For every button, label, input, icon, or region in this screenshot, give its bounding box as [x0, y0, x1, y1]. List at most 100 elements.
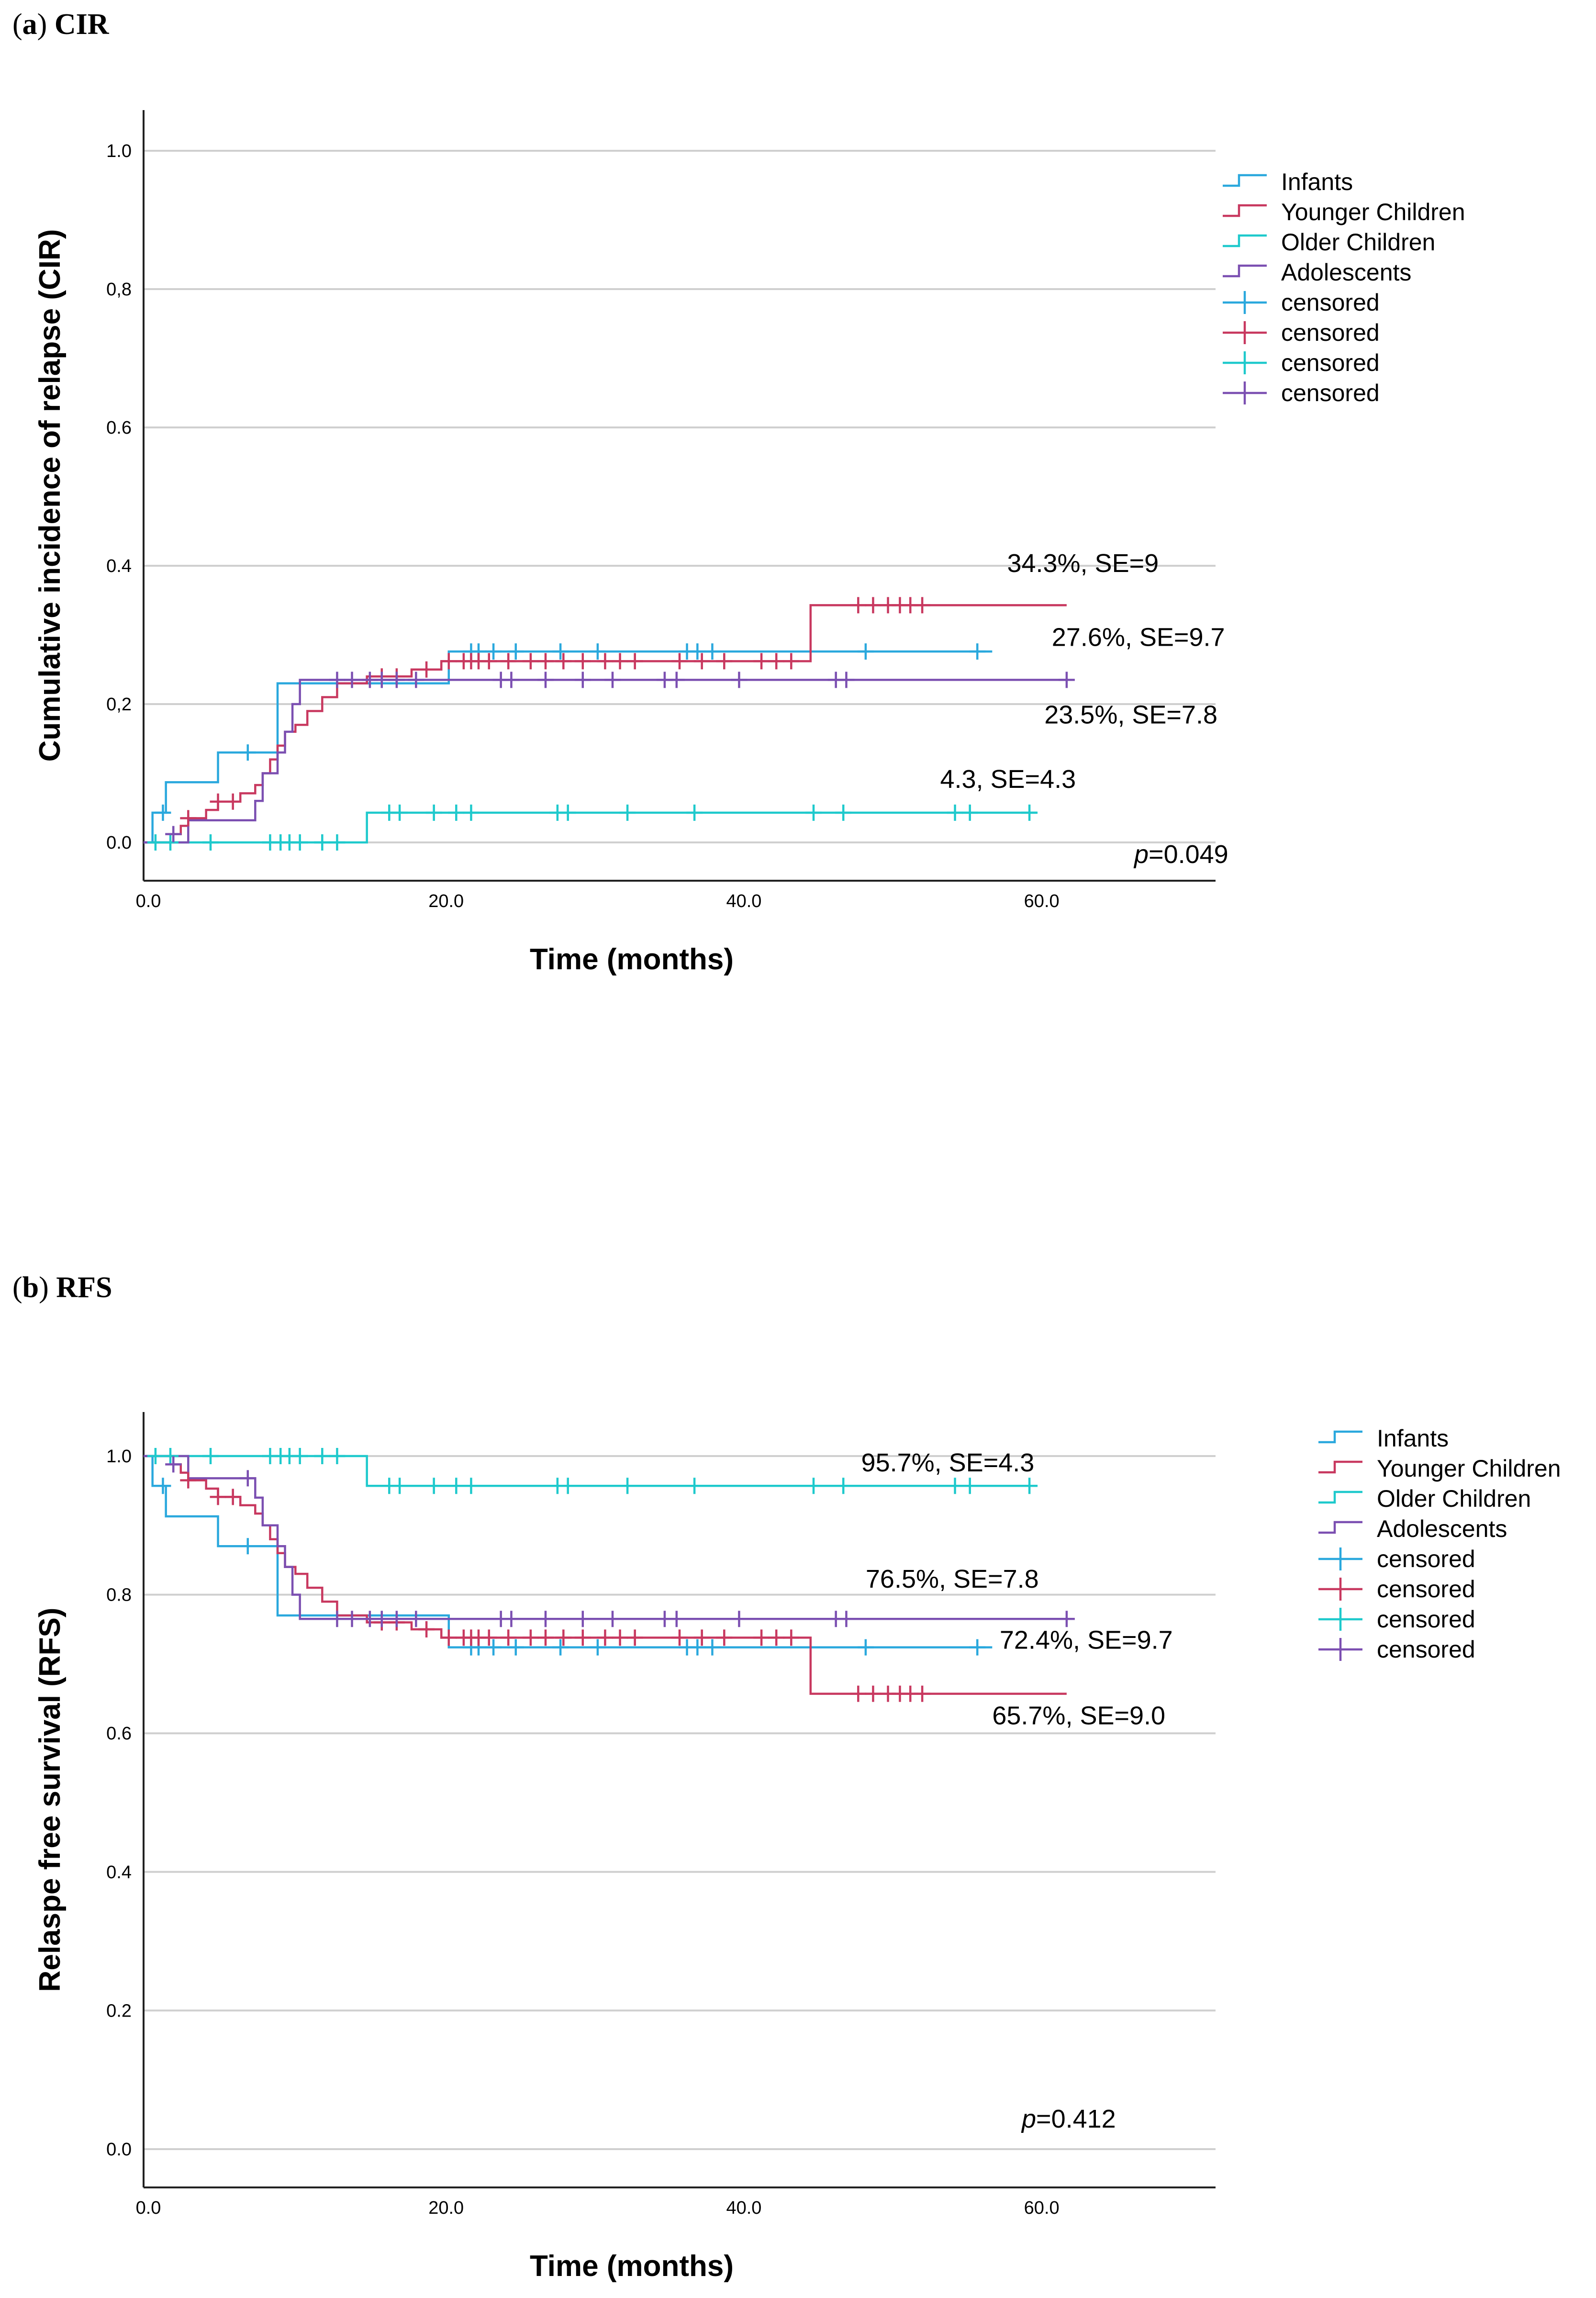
censored-marker-adolescents: [838, 1611, 855, 1627]
censored-marker-younger-children: [626, 653, 643, 670]
censored-marker-younger-children: [440, 653, 457, 670]
censored-marker-younger-children: [914, 597, 931, 614]
legend-swatch-censored: [1223, 321, 1267, 344]
censored-marker-older-children: [448, 804, 465, 821]
censored-marker-older-children: [686, 804, 703, 821]
cir-chart: 0.0 0,2 0.4 0.6 0,8 1.0 0.0 20.0 40.0 60.0 Time (m…: [33, 110, 1465, 976]
censored-marker-infants: [507, 643, 524, 660]
legend-label: censored: [1377, 1636, 1475, 1663]
censored-marker-younger-children: [500, 1629, 517, 1646]
censored-marker-younger-children: [555, 1629, 572, 1646]
censored-marker-younger-children: [671, 653, 688, 670]
censored-marker-younger-children: [753, 1629, 770, 1646]
censored-marker-younger-children: [914, 1685, 931, 1702]
censored-marker-older-children: [391, 1478, 408, 1494]
censored-marker-infants: [239, 744, 256, 761]
legend-label: censored: [1281, 319, 1380, 346]
censored-marker-adolescents: [731, 672, 748, 688]
legend-label: Infants: [1377, 1425, 1449, 1452]
legend-swatch-adolescents: [1318, 1521, 1362, 1534]
annotation-label: 95.7%, SE=4.3: [861, 1448, 1035, 1477]
x-axis-title: Time (months): [530, 2250, 734, 2283]
series-line-adolescents: [144, 679, 1067, 844]
censored-marker-older-children: [314, 834, 331, 851]
censored-marker-adolescents: [239, 1470, 256, 1487]
censored-marker-adolescents: [373, 1611, 390, 1627]
x-axis-title: Time (months): [530, 943, 734, 976]
y-tick-label: 1.0: [106, 1446, 132, 1467]
series-line-older-children: [144, 811, 1037, 844]
legend-swatch-younger-children: [1223, 204, 1267, 217]
series-line-infants: [144, 650, 993, 844]
p-value: p=0.049: [1133, 840, 1228, 869]
censored-marker-younger-children: [574, 1629, 591, 1646]
y-tick-label: 0.0: [106, 2140, 132, 2160]
censored-marker-younger-children: [210, 1489, 226, 1505]
censored-marker-older-children: [947, 804, 963, 821]
legend-label: censored: [1281, 380, 1380, 406]
censored-marker-infants: [857, 1639, 874, 1656]
censored-marker-infants: [155, 1478, 171, 1494]
censored-marker-older-children: [448, 1478, 465, 1494]
legend-swatch-censored: [1223, 381, 1267, 404]
y-tick-label: 1.0: [106, 141, 132, 161]
series-line-infants: [144, 1455, 993, 1648]
censored-marker-adolescents: [165, 826, 182, 842]
censored-marker-adolescents: [329, 1611, 346, 1627]
legend-swatch-censored: [1223, 351, 1267, 374]
censored-marker-older-children: [202, 1448, 219, 1464]
censored-marker-adolescents: [668, 672, 685, 688]
legend-label: censored: [1377, 1576, 1475, 1603]
censored-marker-younger-children: [537, 653, 554, 670]
censored-marker-older-children: [147, 834, 164, 851]
y-tick-label: 0.6: [106, 418, 132, 438]
y-tick-label: 0.2: [106, 2001, 132, 2021]
y-tick-label: 0.4: [106, 556, 132, 576]
annotation-label: 34.3%, SE=9: [1007, 549, 1159, 578]
censored-marker-adolescents: [574, 672, 591, 688]
censored-marker-older-children: [805, 1478, 822, 1494]
censored-marker-older-children: [559, 804, 576, 821]
censored-marker-older-children: [961, 804, 978, 821]
annotation-label: 23.5%, SE=7.8: [1044, 700, 1217, 729]
x-tick-label: 40.0: [726, 891, 761, 911]
censored-marker-younger-children: [716, 653, 733, 670]
censored-marker-adolescents: [604, 672, 621, 688]
censored-marker-older-children: [961, 1478, 978, 1494]
annotation-label: 65.7%, SE=9.0: [992, 1701, 1165, 1730]
censored-marker-older-children: [463, 804, 480, 821]
y-tick-label: 0.6: [106, 1724, 132, 1744]
p-value-number: =0.412: [1036, 2105, 1116, 2133]
censored-marker-older-children: [425, 1478, 442, 1494]
legend-label: Older Children: [1377, 1485, 1531, 1512]
censored-marker-younger-children: [418, 1621, 435, 1637]
censored-marker-older-children: [202, 834, 219, 851]
censored-marker-younger-children: [671, 1629, 688, 1646]
p-value-number: =0.049: [1149, 840, 1228, 869]
censored-marker-younger-children: [597, 653, 614, 670]
censored-marker-older-children: [1021, 1478, 1038, 1494]
censored-marker-infants: [589, 1639, 606, 1656]
legend-label: censored: [1377, 1546, 1475, 1572]
x-tick-label: 60.0: [1024, 2198, 1060, 2218]
censored-marker-younger-children: [522, 653, 539, 670]
rfs-chart: 0.0 0.2 0.4 0.6 0.8 1.0 0.0 20.0 40.0 60.0 Time (m…: [33, 1412, 1561, 2283]
censored-marker-older-children: [835, 1478, 852, 1494]
censored-marker-younger-children: [480, 653, 497, 670]
censored-marker-adolescents: [1058, 1611, 1075, 1627]
legend-swatch-censored: [1318, 1608, 1362, 1631]
x-tick-label: 40.0: [726, 2198, 761, 2218]
x-tick-label: 20.0: [428, 891, 464, 911]
censored-marker-younger-children: [500, 653, 517, 670]
censored-marker-adolescents: [574, 1611, 591, 1627]
panel-a-label: (a) CIR: [12, 8, 109, 41]
censored-marker-older-children: [1021, 804, 1038, 821]
y-tick-label: 0,8: [106, 280, 132, 300]
x-tick-label: 0.0: [136, 891, 161, 911]
censored-marker-younger-children: [612, 1629, 628, 1646]
censored-marker-younger-children: [865, 1685, 882, 1702]
annotation-label: 27.6%, SE=9.7: [1052, 623, 1225, 652]
censored-marker-younger-children: [850, 1685, 867, 1702]
legend-label: censored: [1377, 1606, 1475, 1633]
legend-label: Adolescents: [1281, 259, 1411, 286]
